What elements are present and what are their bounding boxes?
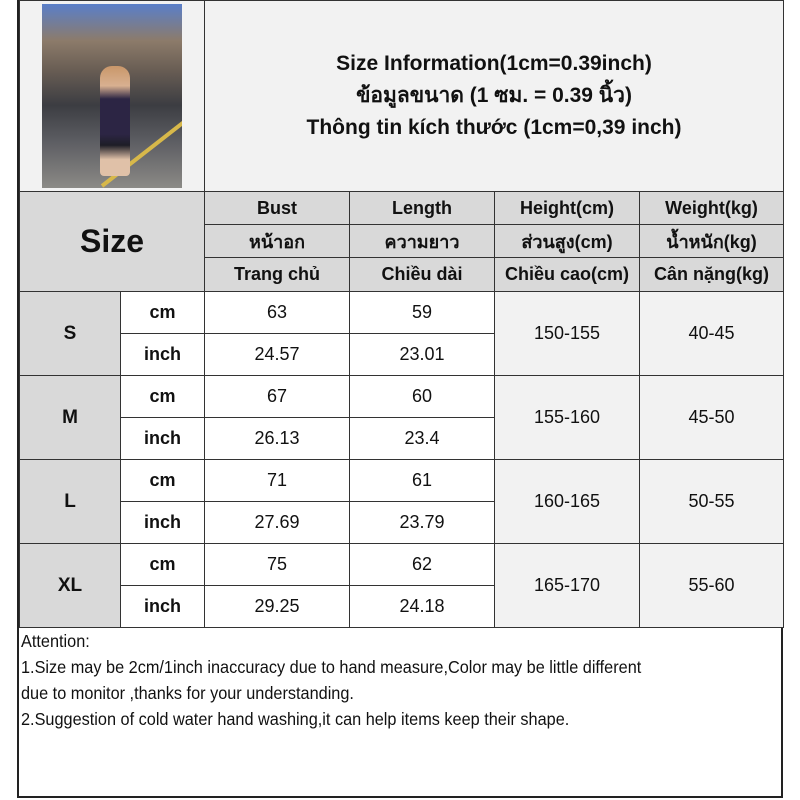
attention-heading: Attention: (21, 631, 90, 651)
table-row: inch 24.57 23.01 (20, 333, 784, 376)
title-vietnamese: Thông tin kích thước (1cm=0,39 inch) (306, 116, 682, 139)
col-header-length: Length (349, 191, 495, 225)
bust-inch: 27.69 (204, 501, 350, 544)
col-header-bust: Bust (204, 191, 350, 225)
col-header-height: Height(cm) (494, 191, 640, 225)
col-header-bust-thai: หน้าอก (204, 224, 350, 258)
bust-cm: 71 (204, 459, 350, 502)
bust-cm: 63 (204, 291, 350, 334)
bust-inch: 24.57 (204, 333, 350, 376)
size-label: S (19, 291, 121, 376)
unit-cm: cm (120, 543, 205, 586)
col-header-length-vi: Chiều dài (349, 257, 495, 292)
col-header-weight-vi: Cân nặng(kg) (638, 257, 785, 292)
table-row: inch 27.69 23.79 (20, 501, 784, 544)
attention-line: 1.Size may be 2cm/1inch inaccuracy due t… (21, 657, 642, 677)
title-cell: Size Information(1cm=0.39inch) ข้อมูลขนา… (203, 0, 785, 192)
bust-inch: 26.13 (204, 417, 350, 460)
size-label: M (19, 375, 121, 460)
bust-inch: 29.25 (204, 585, 350, 628)
col-header-height-vi: Chiều cao(cm) (494, 257, 640, 292)
product-photo (42, 4, 182, 188)
attention-line: due to monitor ,thanks for your understa… (21, 683, 354, 703)
unit-inch: inch (120, 417, 205, 460)
table-row: inch 26.13 23.4 (20, 417, 784, 460)
col-header-weight-thai: น้ำหนัก(kg) (638, 224, 785, 258)
size-table: Size Information(1cm=0.39inch) ข้อมูลขนา… (19, 0, 785, 628)
col-header-weight: Weight(kg) (638, 191, 785, 225)
table-row: XL cm 75 62 165-170 55-60 (19, 543, 785, 628)
size-chart: Size Information(1cm=0.39inch) ข้อมูลขนา… (17, 0, 785, 798)
weight-range: 40-45 (638, 291, 785, 376)
length-inch: 23.79 (349, 501, 495, 544)
length-inch: 23.01 (349, 333, 495, 376)
col-header-height-thai: ส่วนสูง(cm) (494, 224, 640, 258)
unit-cm: cm (120, 375, 205, 418)
height-range: 165-170 (494, 543, 640, 628)
length-cm: 60 (349, 375, 495, 418)
length-inch: 24.18 (349, 585, 495, 628)
unit-inch: inch (120, 333, 205, 376)
length-inch: 23.4 (349, 417, 495, 460)
length-cm: 59 (349, 291, 495, 334)
unit-inch: inch (120, 585, 205, 628)
title-thai: ข้อมูลขนาด (1 ซม. = 0.39 นิ้ว) (356, 84, 632, 107)
length-cm: 61 (349, 459, 495, 502)
table-row: inch 29.25 24.18 (20, 585, 784, 628)
height-range: 150-155 (494, 291, 640, 376)
attention-notes: Attention: 1.Size may be 2cm/1inch inacc… (21, 628, 781, 732)
height-range: 160-165 (494, 459, 640, 544)
col-header-bust-vi: Trang chủ (204, 257, 350, 292)
weight-range: 50-55 (638, 459, 785, 544)
bust-cm: 75 (204, 543, 350, 586)
size-label: L (19, 459, 121, 544)
unit-cm: cm (120, 459, 205, 502)
unit-cm: cm (120, 291, 205, 334)
attention-line: 2.Suggestion of cold water hand washing,… (21, 709, 570, 729)
title-english: Size Information(1cm=0.39inch) (336, 52, 652, 75)
weight-range: 45-50 (638, 375, 785, 460)
size-header: Size (19, 191, 205, 292)
weight-range: 55-60 (638, 543, 785, 628)
size-label: XL (19, 543, 121, 628)
unit-inch: inch (120, 501, 205, 544)
height-range: 155-160 (494, 375, 640, 460)
bust-cm: 67 (204, 375, 350, 418)
col-header-length-thai: ความยาว (349, 224, 495, 258)
length-cm: 62 (349, 543, 495, 586)
product-photo-cell (19, 0, 205, 192)
